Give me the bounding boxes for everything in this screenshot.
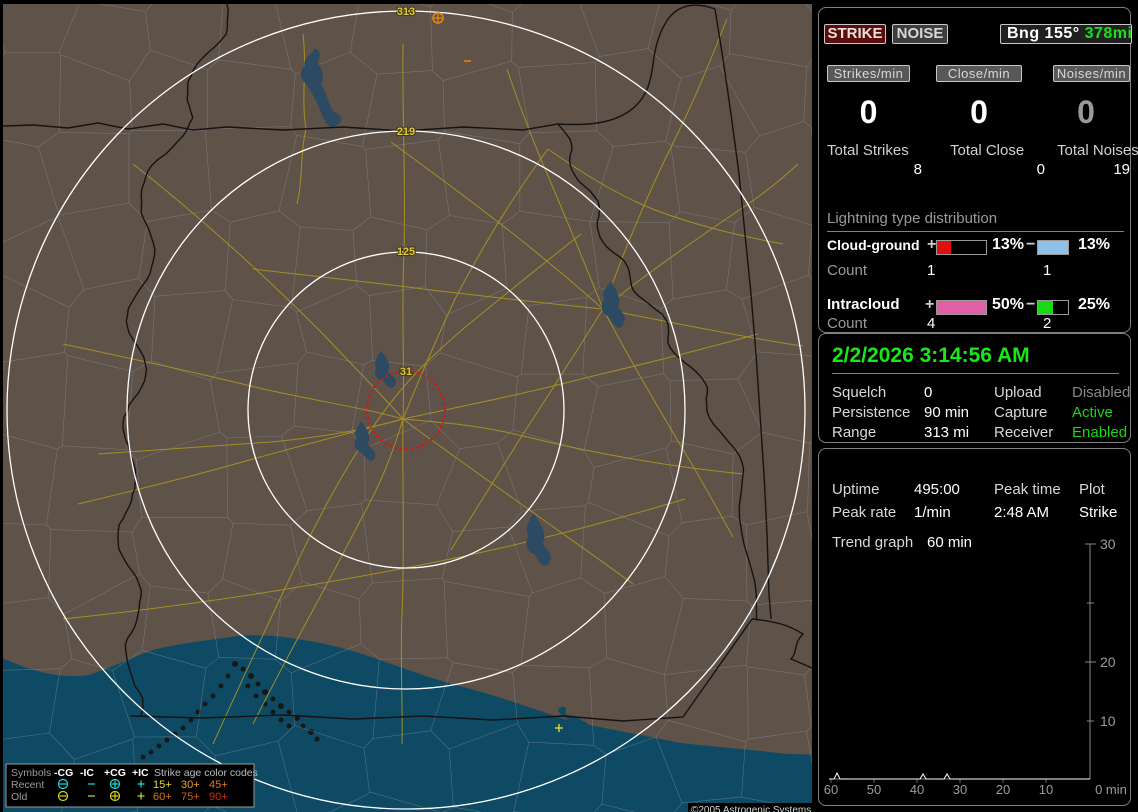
svg-text:15+: 15+ [153,779,172,791]
svg-text:30: 30 [953,782,967,797]
svg-text:313: 313 [397,6,415,18]
svg-text:+IC: +IC [132,767,149,779]
svg-text:90+: 90+ [209,791,228,803]
svg-text:-IC: -IC [80,767,94,779]
svg-text:45+: 45+ [209,779,228,791]
svg-text:Old: Old [11,791,28,803]
svg-text:40: 40 [910,782,924,797]
svg-text:125: 125 [397,246,415,258]
svg-text:75+: 75+ [181,791,200,803]
svg-text:Symbols: Symbols [11,767,51,779]
svg-text:20: 20 [996,782,1010,797]
svg-text:10: 10 [1039,782,1053,797]
svg-text:20: 20 [1100,654,1116,670]
svg-text:50: 50 [867,782,881,797]
svg-text:Strike age color codes: Strike age color codes [154,767,258,779]
svg-text:Recent: Recent [11,779,44,791]
svg-text:219: 219 [397,126,415,138]
svg-text:0 min: 0 min [1095,782,1127,797]
svg-text:60+: 60+ [153,791,172,803]
svg-text:60: 60 [824,782,838,797]
svg-text:-CG: -CG [54,767,73,779]
svg-text:+CG: +CG [104,767,126,779]
svg-text:©2005 Astrogenic Systems: ©2005 Astrogenic Systems [691,805,811,812]
svg-text:30: 30 [1100,536,1116,552]
svg-text:31: 31 [400,366,412,378]
svg-text:10: 10 [1100,713,1116,729]
svg-text:30+: 30+ [181,779,200,791]
